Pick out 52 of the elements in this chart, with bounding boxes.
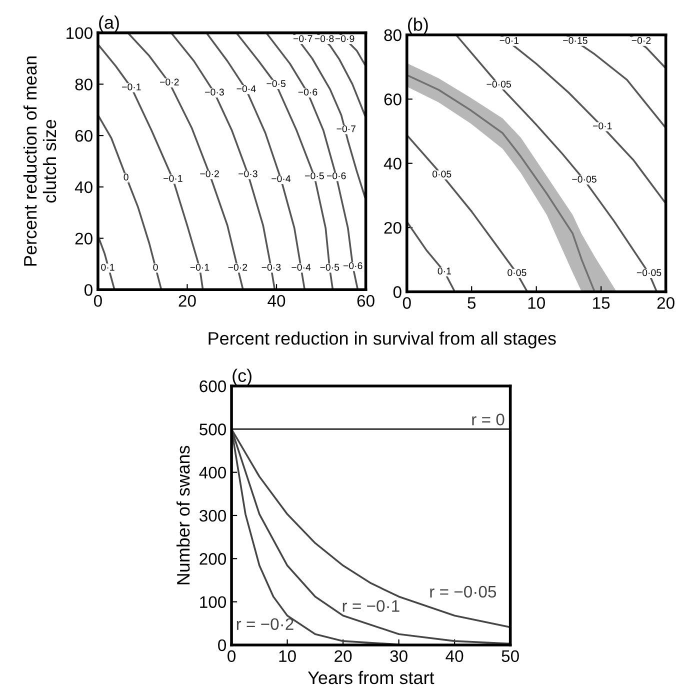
series-label: r = 0: [472, 414, 504, 426]
series-label: r = −0·2: [236, 618, 294, 630]
y-tick-label: 20: [75, 232, 92, 244]
x-tick-label: 5: [468, 297, 476, 309]
y-tick-label: 300: [200, 510, 226, 522]
y-tick-label: 80: [75, 78, 92, 90]
y-tick-label: 400: [199, 466, 226, 479]
annotation: −0·1: [500, 37, 519, 44]
y-tick-label: 0: [84, 284, 92, 296]
series-label: r = −0·05: [430, 586, 496, 598]
x-tick-label: 0: [228, 650, 236, 662]
y-tick-label: 600: [200, 380, 226, 392]
x-tick-label: 40: [268, 294, 286, 307]
y-axis-title: Number of swans: [176, 446, 190, 584]
annotation: −0·9: [335, 35, 354, 42]
annotation: −0·15: [563, 37, 588, 44]
x-tick-label: 10: [279, 650, 296, 662]
x-tick-label: 10: [528, 297, 545, 309]
x-tick-label: 50: [502, 650, 519, 662]
x-tick-label: 20: [178, 294, 196, 307]
y-tick-label: 60: [384, 94, 402, 106]
x-tick-label: 0: [94, 294, 102, 307]
x-tick-label: 60: [357, 294, 374, 307]
x-tick-label: 20: [334, 650, 352, 662]
annotation: 0·1: [101, 264, 114, 271]
x-axis-title: Percent reduction in survival from all stages: [208, 332, 556, 348]
y-tick-label: 100: [200, 596, 226, 608]
y-tick-label: 40: [384, 158, 402, 170]
y-tick-label: 200: [200, 553, 226, 565]
x-tick-label: 15: [593, 297, 610, 309]
y-tick-label: 500: [200, 424, 226, 436]
annotation: −0·7: [336, 125, 356, 132]
series-label: r = −0·1: [342, 600, 400, 612]
chart-title: (a): [99, 16, 119, 32]
y-tick-label: 0: [393, 286, 402, 298]
chart-title: (b): [408, 18, 428, 34]
x-tick-label: 0: [402, 297, 411, 309]
chart-title: (c): [232, 368, 252, 386]
x-tick-label: 20: [657, 297, 674, 309]
x-tick-label: 30: [390, 650, 408, 662]
y-tick-label: 100: [66, 27, 92, 40]
annotation: −0·8: [314, 35, 334, 42]
y-tick-label: 0: [218, 639, 226, 652]
annotation: −0·7: [293, 35, 312, 42]
y-tick-label: 40: [74, 181, 92, 194]
x-axis-title: Years from start: [308, 670, 434, 684]
y-tick-label: 20: [384, 222, 402, 234]
y-tick-label: 60: [75, 130, 92, 142]
annotation: −0·2: [632, 37, 651, 44]
y-tick-label: 80: [384, 29, 402, 42]
x-tick-label: 40: [446, 650, 464, 662]
y-axis-title: Percent reduction of mean clutch size: [23, 56, 56, 266]
